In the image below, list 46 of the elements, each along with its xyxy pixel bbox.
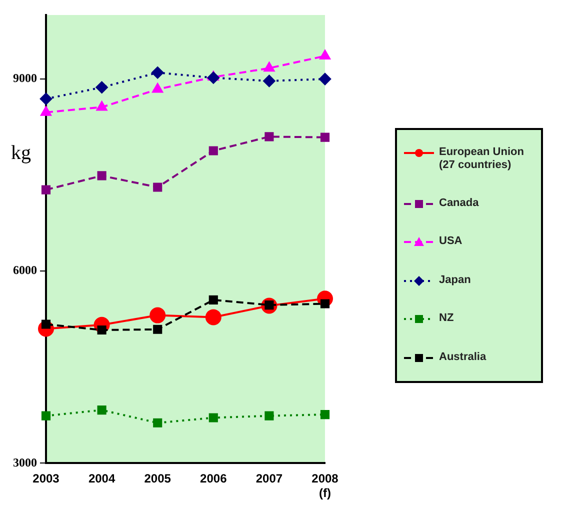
point (96, 81, 108, 94)
point (152, 66, 164, 79)
point (320, 50, 330, 60)
point (152, 83, 163, 93)
legend-label: European Union (27 countries) (439, 146, 524, 172)
point (264, 132, 274, 142)
legend-label: USA (439, 235, 462, 248)
point (153, 182, 162, 192)
point (150, 307, 166, 324)
point (41, 320, 51, 329)
point (319, 73, 331, 86)
x-tick-label: 2004 (88, 472, 116, 486)
legend-label: Japan (439, 274, 471, 287)
legend-label: Canada (439, 196, 479, 210)
point (205, 309, 222, 326)
point (207, 72, 220, 84)
point (41, 411, 51, 420)
x-tick-label: 2005 (144, 472, 172, 486)
x-tick-label: 2007 (256, 472, 283, 486)
x-tick-label: 2003 (32, 472, 60, 486)
point (97, 406, 106, 415)
point (320, 410, 330, 420)
legend-label: Australia (439, 350, 486, 364)
point (264, 411, 274, 420)
x-tick-label: 2008 (f) (312, 472, 339, 500)
point (153, 324, 162, 334)
x-tick-label: 2006 (200, 472, 228, 486)
point (96, 101, 108, 111)
legend-label: NZ (439, 312, 454, 326)
point (264, 62, 275, 72)
point (263, 74, 276, 87)
y-tick-label: 9000 (13, 71, 37, 86)
point (208, 413, 218, 422)
point (208, 295, 218, 304)
point (153, 418, 162, 428)
point (320, 299, 330, 308)
point (41, 185, 51, 194)
y-axis-title: kg (11, 142, 31, 164)
point (208, 146, 218, 156)
y-tick-label: 6000 (13, 263, 37, 278)
y-tick-label: 3000 (13, 455, 37, 470)
point (40, 92, 52, 105)
point (40, 106, 52, 116)
point (320, 132, 330, 142)
point (97, 171, 106, 180)
point (97, 325, 106, 335)
